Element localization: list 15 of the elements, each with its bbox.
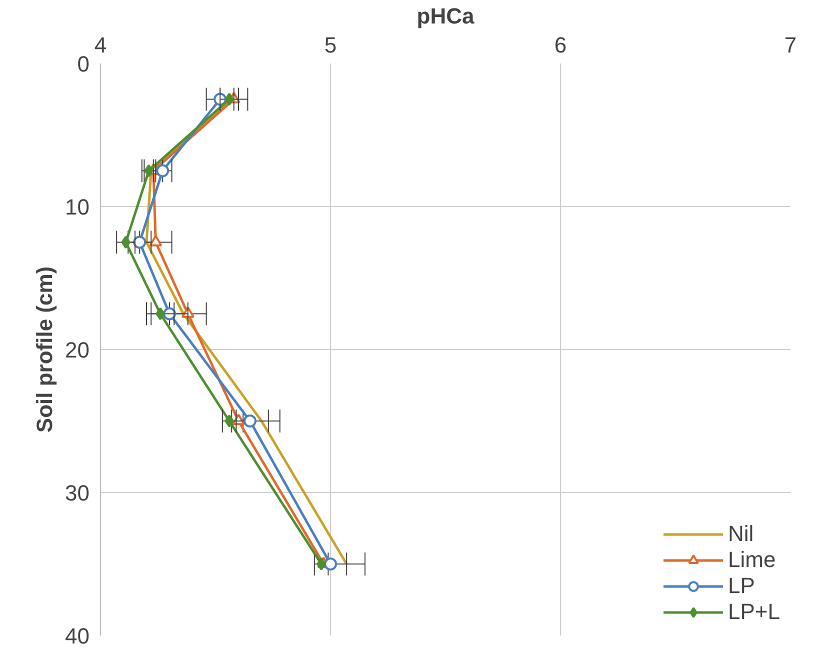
legend-label: LP+L	[728, 599, 780, 625]
x-tick-label: 6	[554, 32, 567, 58]
x-tick-label: 7	[784, 32, 797, 58]
x-axis-title: pHCa	[416, 4, 475, 28]
y-tick-label: 40	[65, 624, 90, 648]
y-tick-label: 20	[65, 338, 90, 362]
x-tick-label: 5	[324, 32, 337, 58]
y-tick-label: 0	[77, 52, 90, 76]
y-tick-label: 10	[65, 194, 90, 220]
y-tick-label: 30	[65, 480, 90, 506]
x-tick-label: 4	[94, 32, 107, 58]
legend-label: Nil	[728, 521, 754, 547]
y-axis-title: Soil profile (cm)	[32, 266, 58, 433]
legend-label: LP	[728, 573, 755, 599]
legend-label: Lime	[728, 547, 776, 573]
